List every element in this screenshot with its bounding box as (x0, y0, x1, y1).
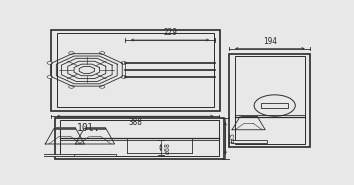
Bar (74, 154, 116, 156)
Circle shape (47, 75, 52, 78)
Circle shape (121, 61, 126, 64)
Text: 10l.: 10l. (76, 123, 100, 133)
Circle shape (99, 85, 105, 88)
Circle shape (47, 61, 52, 64)
Text: 229: 229 (163, 28, 177, 37)
Circle shape (69, 85, 74, 88)
Circle shape (69, 52, 74, 54)
Bar (51, 30, 220, 110)
Circle shape (99, 52, 105, 54)
Bar (85, 127, 105, 129)
Bar (261, 103, 289, 108)
Bar (229, 53, 310, 147)
Circle shape (121, 75, 126, 78)
Bar (44, 154, 86, 156)
Text: ø68: ø68 (164, 142, 170, 154)
Bar (55, 118, 224, 159)
Bar (60, 120, 219, 156)
Circle shape (254, 95, 295, 116)
Text: 194: 194 (263, 37, 277, 46)
Bar (57, 33, 214, 107)
Text: 135: 135 (229, 132, 235, 144)
Text: 388: 388 (128, 118, 142, 127)
Bar (241, 115, 257, 117)
Bar (235, 56, 305, 144)
Bar (55, 127, 75, 129)
Bar (230, 140, 267, 143)
